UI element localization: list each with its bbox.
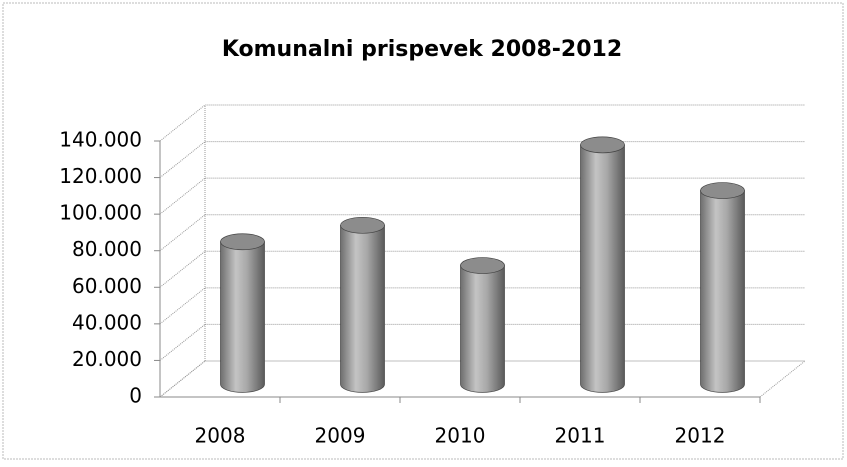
x-tick-label: 2012 [675, 424, 726, 448]
y-tick-label: 40.000 [72, 310, 142, 334]
bar [220, 241, 265, 393]
y-tick-label: 100.000 [59, 201, 142, 225]
bar [580, 144, 625, 393]
y-tick-label: 20.000 [72, 347, 142, 371]
y-tick-label: 80.000 [72, 237, 142, 261]
bar-top [700, 182, 745, 199]
x-tick-label: 2010 [435, 424, 486, 448]
x-tick-label: 2008 [195, 424, 246, 448]
y-tick-label: 0 [129, 384, 142, 408]
bar [340, 224, 385, 393]
y-tick-label: 120.000 [59, 164, 142, 188]
y-tick-label: 140.000 [59, 128, 142, 152]
bar-top [580, 136, 625, 154]
bar-top [340, 216, 385, 234]
bar-top [460, 257, 505, 274]
bar [460, 265, 505, 393]
chart-title: Komunalni prispevek 2008-2012 [222, 37, 622, 62]
bar-top [220, 233, 265, 251]
x-tick-label: 2011 [555, 424, 606, 448]
bar [700, 190, 745, 393]
x-tick-label: 2009 [315, 424, 366, 448]
y-tick-label: 60.000 [72, 274, 142, 298]
